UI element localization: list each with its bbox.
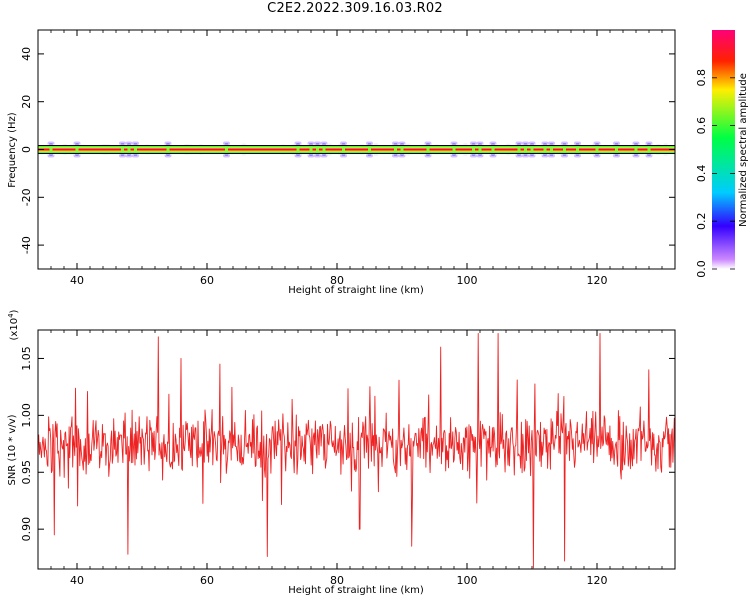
- spectrogram-axes-ticks: 40 60 80 100 120 -40 -20 0 20 40: [20, 30, 676, 287]
- colorbar-label: Normalized spectral amplitude: [738, 73, 749, 227]
- band-node: [530, 146, 534, 153]
- band-node: [426, 146, 430, 153]
- spectrogram-panel: 40 60 80 100 120 -40 -20 0 20 40 Height of straig…: [7, 29, 676, 296]
- band-node: [563, 146, 566, 153]
- colorbar-tick-label: 0.6: [695, 117, 708, 135]
- snr-series-line: [37, 332, 676, 569]
- spectrogram-x-label: Height of straight line (km): [288, 285, 424, 296]
- y-tick-label: 0.95: [20, 460, 33, 485]
- x-tick-label: 120: [587, 574, 608, 587]
- y-tick-label: 1.00: [20, 403, 33, 428]
- snr-frame: [37, 329, 676, 570]
- y-tick-label: 40: [20, 47, 33, 61]
- snr-x-label: Height of straight line (km): [288, 585, 424, 596]
- y-tick-label: -20: [20, 188, 33, 206]
- band-node: [309, 146, 313, 153]
- band-node: [134, 146, 137, 153]
- band-edge-bottom: [38, 153, 675, 154]
- band-node: [316, 146, 319, 153]
- chart-title: C2E2.2022.309.16.03.R02: [267, 1, 443, 16]
- band-node: [647, 146, 651, 153]
- colorbar-gradient: [712, 30, 735, 269]
- band-node: [491, 146, 495, 153]
- colorbar-ticks: 0.0 0.2 0.4 0.6 0.8: [695, 69, 735, 278]
- band-node: [400, 146, 404, 153]
- band-node: [634, 146, 638, 153]
- band-node: [478, 146, 482, 153]
- spectrogram-y-label: Frequency (Hz): [7, 112, 18, 188]
- band-node: [595, 146, 599, 153]
- band-node: [517, 146, 521, 153]
- band-node: [225, 146, 228, 153]
- colorbar-tick-label: 0.8: [695, 69, 708, 87]
- band-node: [524, 146, 527, 153]
- band-node: [394, 146, 397, 153]
- y-tick-label: -40: [20, 236, 33, 254]
- band-node: [368, 146, 371, 153]
- band-peak: [38, 148, 675, 151]
- band-node: [127, 146, 131, 153]
- band-node: [121, 146, 124, 153]
- spectrogram-band: [38, 144, 675, 155]
- y-tick-label: 0.90: [20, 517, 33, 542]
- colorbar-tick-label: 0.2: [695, 212, 708, 230]
- snr-y-label: SNR (10 * v/v): [7, 414, 18, 485]
- band-node: [166, 146, 170, 153]
- y-tick-label: 0: [20, 146, 33, 153]
- band-node: [550, 146, 553, 153]
- snr-panel: 40 60 80 100 120 0.90 0.95 1.00 1.05 Height of s…: [7, 309, 676, 596]
- band-node: [49, 146, 53, 153]
- band-node: [342, 146, 345, 153]
- x-tick-label: 40: [70, 574, 84, 587]
- colorbar-tick-label: 0.4: [695, 165, 708, 183]
- x-tick-label: 60: [200, 274, 214, 287]
- snr-axes-ticks: 40 60 80 100 120 0.90 0.95 1.00 1.05: [20, 330, 676, 587]
- y-tick-label: 1.05: [20, 346, 33, 371]
- x-tick-label: 40: [70, 274, 84, 287]
- band-edge-top: [38, 145, 675, 146]
- x-tick-label: 60: [200, 574, 214, 587]
- x-tick-label: 80: [330, 274, 344, 287]
- band-node: [452, 146, 456, 153]
- x-tick-label: 100: [457, 574, 478, 587]
- band-node: [322, 146, 326, 153]
- band-node: [615, 146, 618, 153]
- colorbar: 0.0 0.2 0.4 0.6 0.8 Normalized spectral ampl…: [695, 30, 749, 278]
- band-node: [576, 146, 579, 153]
- band-node: [296, 146, 300, 153]
- colorbar-tick-label: 0.0: [695, 260, 708, 278]
- x-tick-label: 120: [587, 274, 608, 287]
- x-tick-label: 100: [457, 274, 478, 287]
- snr-y-multiplier: (x104): [7, 309, 20, 340]
- y-tick-label: 20: [20, 95, 33, 109]
- band-node: [472, 146, 475, 153]
- band-node: [543, 146, 547, 153]
- x-tick-label: 80: [330, 574, 344, 587]
- band-node: [75, 146, 79, 153]
